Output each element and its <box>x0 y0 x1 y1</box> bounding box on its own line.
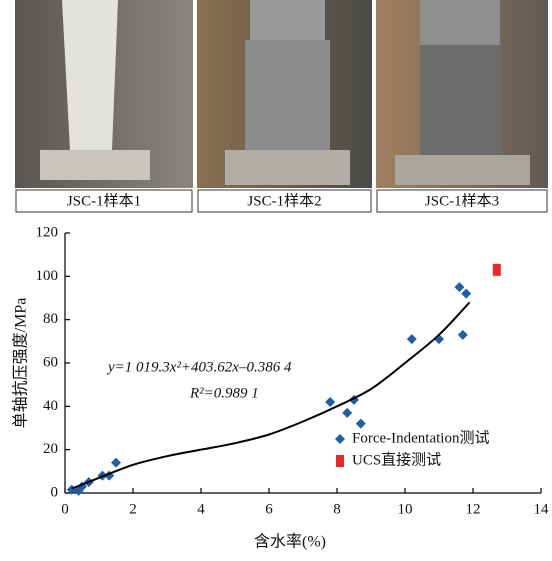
y-tick-label: 40 <box>43 398 58 414</box>
point <box>492 263 501 276</box>
chart: 含水率(%) 单轴抗压强度/MPa y=1 019.3x²+403.62x–0.… <box>12 224 549 550</box>
photo-2 <box>197 0 372 188</box>
point <box>457 329 468 340</box>
caption-box <box>15 189 193 213</box>
legend-marker <box>336 455 344 467</box>
point <box>325 397 336 407</box>
y-tick-label: 60 <box>43 354 58 370</box>
x-tick-label: 6 <box>265 501 273 517</box>
x-tick-label: 2 <box>129 501 137 517</box>
equation: y=1 019.3x²+403.62x–0.386 4 <box>106 359 292 375</box>
caption: JSC-1样本2 <box>247 192 321 209</box>
x-tick-label: 14 <box>534 501 550 517</box>
point <box>461 288 472 299</box>
caption: JSC-1样本1 <box>67 192 141 209</box>
y-tick-label: 0 <box>51 484 59 500</box>
r-squared: R²=0.989 1 <box>189 385 259 401</box>
x-tick-label: 8 <box>333 501 341 517</box>
y-axis-label: 单轴抗压强度/MPa <box>12 298 30 429</box>
point <box>342 407 353 418</box>
y-tick-label: 80 <box>43 311 58 327</box>
legend-label: Force-Indentation测试 <box>352 429 489 446</box>
point <box>355 418 366 429</box>
x-tick-label: 0 <box>61 501 69 517</box>
point <box>111 457 121 468</box>
fit-curve <box>71 301 471 490</box>
caption-box <box>197 189 372 213</box>
caption-box <box>376 189 548 213</box>
y-tick-label: 20 <box>43 441 58 457</box>
point <box>454 282 465 293</box>
legend-marker <box>335 434 345 444</box>
legend-label: UCS直接测试 <box>352 451 441 468</box>
y-tick-label: 100 <box>36 268 59 284</box>
photo-1 <box>15 0 193 188</box>
x-tick-label: 4 <box>197 501 205 517</box>
captions: JSC-1样本1 JSC-1样本2 JSC-1样本3 <box>15 189 548 213</box>
photo-3 <box>376 0 548 188</box>
y-tick-label: 120 <box>36 224 59 240</box>
x-tick-label: 12 <box>466 501 481 517</box>
point <box>406 334 417 345</box>
x-tick-label: 10 <box>398 501 413 517</box>
caption: JSC-1样本3 <box>425 192 499 209</box>
x-axis-label: 含水率(%) <box>254 533 326 551</box>
